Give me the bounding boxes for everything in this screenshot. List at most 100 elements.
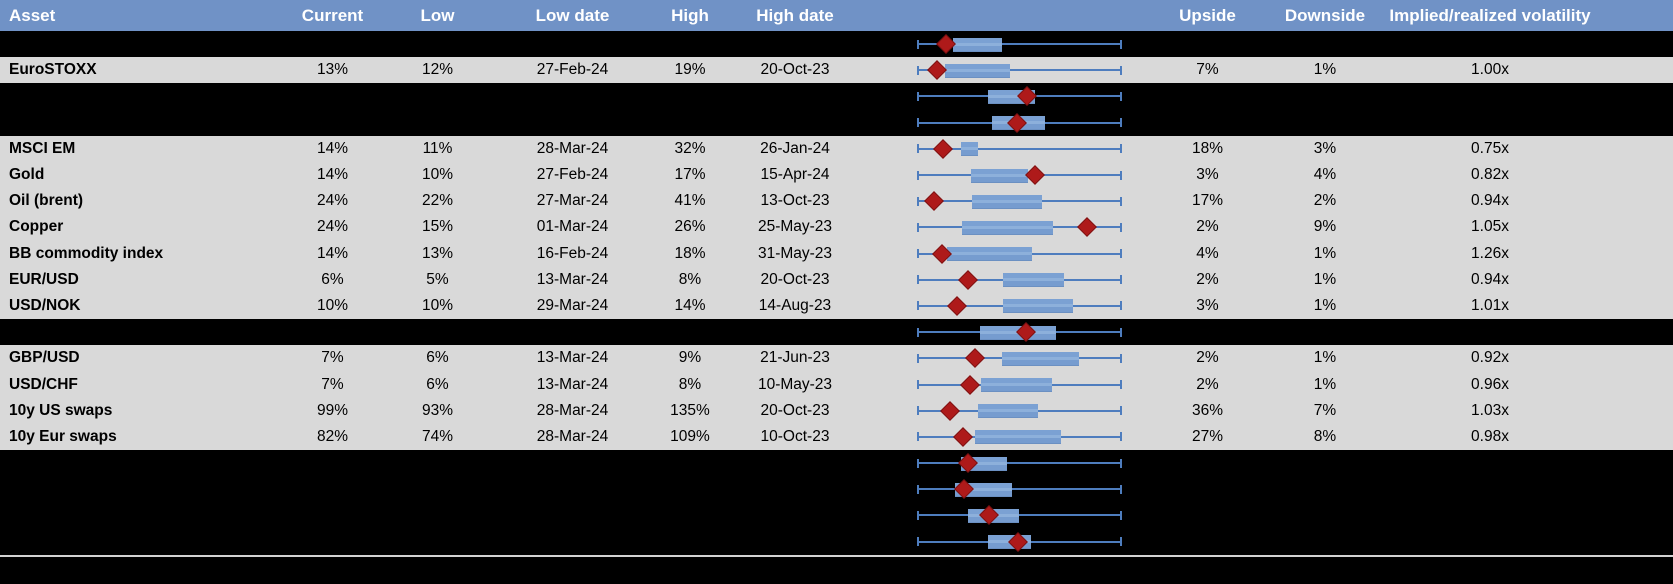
- current-cell[interactable]: 14%: [316, 244, 349, 262]
- high-cell[interactable]: 41%: [674, 192, 706, 210]
- low-cell[interactable]: 6%: [426, 349, 449, 367]
- low-date-cell[interactable]: 27-Feb-24: [536, 166, 609, 184]
- implied-realized-cell[interactable]: 0.82x: [1471, 166, 1509, 184]
- high-date-cell[interactable]: 21-Jun-23: [760, 349, 830, 367]
- current-cell[interactable]: 24%: [316, 192, 349, 210]
- asset-name-cell[interactable]: EUR/USD: [9, 270, 79, 288]
- downside-cell[interactable]: 9%: [1313, 218, 1337, 236]
- low-date-cell[interactable]: 13-Mar-24: [536, 375, 609, 393]
- low-date-cell[interactable]: 16-Feb-24: [536, 244, 609, 262]
- high-cell[interactable]: 9%: [678, 349, 702, 367]
- implied-realized-cell[interactable]: 0.94x: [1471, 192, 1509, 210]
- current-cell[interactable]: 99%: [316, 401, 349, 419]
- high-date-cell[interactable]: 10-May-23: [757, 375, 833, 393]
- low-cell[interactable]: 13%: [421, 244, 454, 262]
- asset-name-cell[interactable]: Copper: [9, 218, 64, 236]
- low-cell[interactable]: 12%: [421, 61, 454, 79]
- header-low-date[interactable]: Low date: [535, 5, 610, 25]
- downside-cell[interactable]: 1%: [1313, 61, 1337, 79]
- asset-name-cell[interactable]: 10y Eur swaps: [9, 427, 117, 445]
- low-cell[interactable]: 93%: [421, 401, 454, 419]
- implied-realized-cell[interactable]: 0.94x: [1471, 270, 1509, 288]
- asset-name-cell[interactable]: MSCI EM: [9, 139, 76, 157]
- downside-cell[interactable]: 1%: [1313, 270, 1337, 288]
- high-cell[interactable]: 109%: [670, 427, 710, 445]
- high-date-cell[interactable]: 14-Aug-23: [758, 296, 832, 314]
- downside-cell[interactable]: 7%: [1313, 401, 1337, 419]
- downside-cell[interactable]: 2%: [1313, 192, 1337, 210]
- implied-realized-cell[interactable]: 1.03x: [1471, 401, 1509, 419]
- current-cell[interactable]: 10%: [316, 296, 349, 314]
- high-cell[interactable]: 17%: [674, 166, 706, 184]
- low-date-cell[interactable]: 28-Mar-24: [536, 427, 609, 445]
- low-cell[interactable]: 10%: [421, 166, 454, 184]
- current-cell[interactable]: 7%: [321, 375, 344, 393]
- high-date-cell[interactable]: 20-Oct-23: [760, 401, 830, 419]
- high-date-cell[interactable]: 20-Oct-23: [760, 61, 830, 79]
- upside-cell[interactable]: 4%: [1196, 244, 1219, 262]
- asset-name-cell[interactable]: BB commodity index: [9, 244, 164, 262]
- downside-cell[interactable]: 3%: [1313, 139, 1337, 157]
- implied-realized-cell[interactable]: 0.75x: [1471, 139, 1509, 157]
- header-implied-realized[interactable]: Implied/realized volatility: [1389, 5, 1591, 25]
- high-date-cell[interactable]: 13-Oct-23: [760, 192, 830, 210]
- upside-cell[interactable]: 2%: [1196, 375, 1219, 393]
- low-cell[interactable]: 74%: [421, 427, 454, 445]
- upside-cell[interactable]: 18%: [1191, 139, 1224, 157]
- upside-cell[interactable]: 27%: [1191, 427, 1224, 445]
- implied-realized-cell[interactable]: 0.92x: [1471, 349, 1509, 367]
- upside-cell[interactable]: 2%: [1196, 349, 1219, 367]
- current-cell[interactable]: 13%: [316, 61, 349, 79]
- downside-cell[interactable]: 1%: [1313, 349, 1337, 367]
- asset-name-cell[interactable]: USD/CHF: [9, 375, 78, 393]
- header-low[interactable]: Low: [420, 5, 455, 25]
- upside-cell[interactable]: 17%: [1191, 192, 1224, 210]
- asset-name-cell[interactable]: Oil (brent): [9, 192, 84, 210]
- high-cell[interactable]: 26%: [674, 218, 706, 236]
- upside-cell[interactable]: 3%: [1196, 166, 1219, 184]
- upside-cell[interactable]: 2%: [1196, 218, 1219, 236]
- implied-realized-cell[interactable]: 1.01x: [1471, 296, 1509, 314]
- high-date-cell[interactable]: 25-May-23: [757, 218, 833, 236]
- current-cell[interactable]: 14%: [316, 139, 349, 157]
- header-downside[interactable]: Downside: [1284, 5, 1366, 25]
- high-cell[interactable]: 8%: [678, 375, 702, 393]
- asset-name-cell[interactable]: Gold: [9, 166, 45, 184]
- low-date-cell[interactable]: 29-Mar-24: [536, 296, 609, 314]
- current-cell[interactable]: 14%: [316, 166, 349, 184]
- asset-name-cell[interactable]: USD/NOK: [9, 296, 81, 314]
- low-date-cell[interactable]: 28-Mar-24: [536, 401, 609, 419]
- current-cell[interactable]: 7%: [321, 349, 344, 367]
- low-date-cell[interactable]: 01-Mar-24: [536, 218, 609, 236]
- upside-cell[interactable]: 2%: [1196, 270, 1219, 288]
- high-date-cell[interactable]: 26-Jan-24: [760, 139, 830, 157]
- high-cell[interactable]: 32%: [674, 139, 706, 157]
- high-date-cell[interactable]: 10-Oct-23: [760, 427, 830, 445]
- upside-cell[interactable]: 7%: [1196, 61, 1219, 79]
- low-date-cell[interactable]: 28-Mar-24: [536, 139, 609, 157]
- header-current[interactable]: Current: [301, 5, 364, 25]
- current-cell[interactable]: 6%: [321, 270, 344, 288]
- downside-cell[interactable]: 1%: [1313, 244, 1337, 262]
- downside-cell[interactable]: 1%: [1313, 375, 1337, 393]
- low-cell[interactable]: 22%: [421, 192, 454, 210]
- high-date-cell[interactable]: 20-Oct-23: [760, 270, 830, 288]
- implied-realized-cell[interactable]: 0.96x: [1471, 375, 1509, 393]
- low-date-cell[interactable]: 27-Mar-24: [536, 192, 609, 210]
- low-date-cell[interactable]: 13-Mar-24: [536, 349, 609, 367]
- low-cell[interactable]: 10%: [421, 296, 454, 314]
- upside-cell[interactable]: 3%: [1196, 296, 1219, 314]
- low-cell[interactable]: 11%: [422, 139, 453, 157]
- high-cell[interactable]: 14%: [674, 296, 706, 314]
- header-upside[interactable]: Upside: [1179, 5, 1236, 25]
- current-cell[interactable]: 82%: [316, 427, 349, 445]
- downside-cell[interactable]: 4%: [1313, 166, 1337, 184]
- implied-realized-cell[interactable]: 0.98x: [1471, 427, 1509, 445]
- downside-cell[interactable]: 8%: [1313, 427, 1337, 445]
- implied-realized-cell[interactable]: 1.00x: [1471, 61, 1509, 79]
- high-cell[interactable]: 18%: [674, 244, 706, 262]
- implied-realized-cell[interactable]: 1.05x: [1471, 218, 1509, 236]
- low-cell[interactable]: 6%: [426, 375, 449, 393]
- low-date-cell[interactable]: 27-Feb-24: [536, 61, 609, 79]
- asset-name-cell[interactable]: GBP/USD: [9, 349, 80, 367]
